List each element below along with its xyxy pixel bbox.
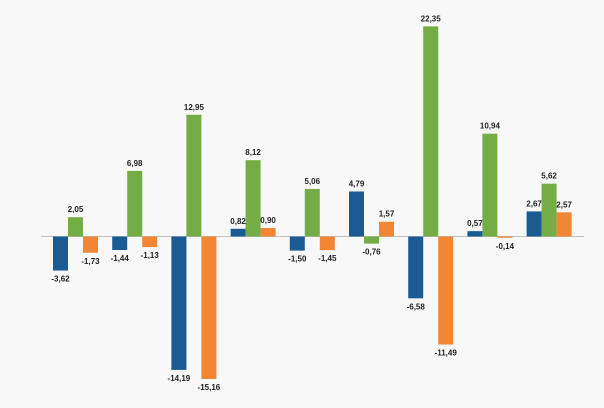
bar-s1-g1 (53, 236, 68, 271)
bar-s3-g4 (260, 228, 276, 237)
bar-s2-g5 (304, 188, 320, 237)
bar-s2-g7 (423, 26, 439, 237)
data-label-s1-g1: -3,62 (51, 275, 70, 284)
bar-s3-g6 (379, 221, 394, 237)
data-label-s3-g3: -15,16 (198, 383, 221, 392)
bar-s1-g6 (349, 191, 364, 237)
data-label-s1-g6: 4,79 (349, 179, 365, 188)
data-label-s3-g4: 0,90 (260, 216, 276, 225)
data-label-s3-g6: 1,57 (379, 210, 395, 219)
data-label-s1-g7: -6,58 (407, 302, 426, 311)
bar-s2-g9 (541, 183, 557, 237)
bar-s1-g9 (526, 211, 542, 237)
data-label-s1-g3: -14,19 (168, 374, 191, 383)
bar-s2-g8 (482, 133, 498, 237)
bar-s2-g4 (245, 160, 261, 237)
data-label-s3-g5: -1,45 (318, 254, 337, 263)
bar-s3-g9 (556, 212, 572, 237)
data-label-s1-g9: 2,67 (526, 199, 542, 208)
bar-s3-g2 (142, 236, 158, 248)
data-label-s1-g5: -1,50 (288, 255, 307, 264)
data-label-s3-g1: -1,73 (81, 257, 100, 266)
bar-s1-g8 (467, 231, 483, 237)
data-label-s2-g9: 5,62 (541, 172, 557, 181)
data-label-s1-g8: 0,57 (467, 219, 483, 228)
bar-s1-g7 (408, 236, 424, 299)
bar-s1-g3 (171, 236, 187, 370)
data-label-s2-g8: 10,94 (480, 122, 501, 131)
bar-s1-g2 (112, 236, 128, 251)
data-label-s2-g4: 8,12 (245, 148, 261, 157)
bar-s1-g4 (230, 228, 246, 237)
data-label-s2-g7: 22,35 (421, 14, 442, 23)
bar-s2-g3 (186, 114, 202, 237)
bar-s2-g6 (364, 236, 379, 244)
data-label-s2-g2: 6,98 (127, 159, 143, 168)
bar-s3-g8 (497, 236, 513, 238)
data-label-s2-g6: -0,76 (362, 248, 381, 257)
data-label-s2-g3: 12,95 (184, 103, 205, 112)
bar-s1-g5 (289, 236, 305, 251)
bar-s2-g1 (68, 217, 83, 237)
data-label-s2-g1: 2,05 (68, 205, 84, 214)
data-label-s1-g2: -1,44 (111, 254, 130, 263)
data-label-s2-g5: 5,06 (305, 177, 321, 186)
data-label-s1-g4: 0,82 (230, 217, 246, 226)
data-label-s3-g7: -11,49 (435, 349, 458, 358)
bar-s3-g7 (438, 236, 454, 345)
bar-s2-g2 (127, 170, 143, 237)
data-label-s3-g2: -1,13 (141, 251, 160, 260)
data-label-s3-g8: -0,14 (496, 242, 515, 251)
bar-s3-g3 (201, 236, 217, 380)
data-label-s3-g9: 2,57 (556, 200, 572, 209)
bar-s3-g5 (319, 236, 335, 251)
bar-s3-g1 (83, 236, 98, 253)
